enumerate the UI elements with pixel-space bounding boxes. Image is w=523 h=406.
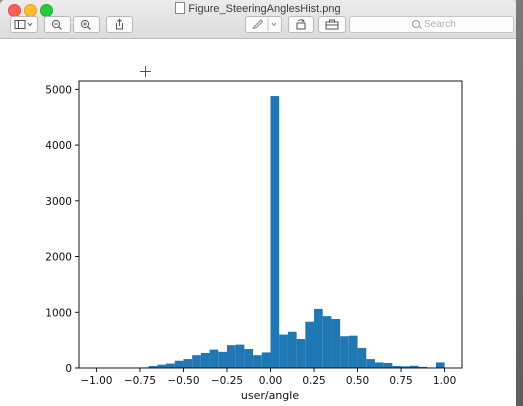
x-tick-label: −0.75 <box>124 375 156 387</box>
histogram-bar <box>340 336 349 368</box>
histogram-bar <box>392 366 402 368</box>
y-tick-label: 2000 <box>45 252 72 264</box>
markup-button[interactable] <box>245 16 282 33</box>
histogram-bar <box>409 365 419 368</box>
toolbox-button[interactable] <box>318 16 346 33</box>
x-tick-label: 0.00 <box>259 375 282 387</box>
histogram-bar <box>279 334 288 368</box>
histogram-bar <box>192 355 201 368</box>
histogram-bar <box>218 351 227 368</box>
share-button[interactable] <box>106 16 133 33</box>
histogram-bar <box>253 355 262 368</box>
desktop-background-right <box>516 0 523 406</box>
share-icon <box>116 18 123 30</box>
window-title-text: Figure_SteeringAnglesHist.png <box>188 3 341 15</box>
x-tick-label: −0.25 <box>211 375 243 387</box>
x-axis-label: user/angle <box>241 389 299 402</box>
search-input[interactable] <box>424 18 504 31</box>
crosshair-cursor-icon <box>140 66 151 77</box>
zoom-out-icon <box>51 19 62 30</box>
x-axis-ticks: −1.00 −0.75 −0.50 −0.25 0.00 0.25 0.50 0.75 1.00 <box>80 368 456 387</box>
histogram-bar <box>296 339 306 368</box>
histogram-bar <box>357 347 367 368</box>
sidebar-toggle-icon <box>14 20 33 29</box>
histogram-bar <box>226 345 236 368</box>
histogram-bar <box>366 359 375 368</box>
histogram-bar <box>331 318 341 368</box>
markup-pen-icon <box>252 18 277 31</box>
x-tick-label: 0.50 <box>346 375 369 387</box>
x-tick-label: 0.75 <box>389 375 412 387</box>
zoom-out-button[interactable] <box>44 16 71 33</box>
histogram-bar <box>435 362 445 368</box>
search-icon <box>412 20 420 28</box>
histogram-bar <box>244 349 254 368</box>
rotate-button[interactable] <box>288 16 314 33</box>
histogram-bar <box>401 366 410 368</box>
histogram-bar <box>305 321 315 368</box>
toolbox-icon <box>325 19 339 30</box>
y-tick-label: 5000 <box>45 84 72 96</box>
x-tick-label: 0.25 <box>302 375 325 387</box>
histogram-bar <box>374 362 384 368</box>
histogram-bar <box>235 344 245 368</box>
histogram-bar <box>270 96 280 369</box>
sidebar-toggle-button[interactable] <box>10 16 38 33</box>
image-canvas <box>14 39 502 406</box>
histogram-bar <box>314 308 323 368</box>
x-tick-label: −1.00 <box>80 375 112 387</box>
histogram-bar <box>157 364 167 368</box>
y-axis-ticks: 0 1000 2000 3000 4000 5000 <box>45 84 79 375</box>
histogram-bar <box>261 352 271 368</box>
document-icon <box>175 2 186 14</box>
y-tick-label: 1000 <box>45 307 72 319</box>
histogram-bar <box>166 363 175 368</box>
title-bar[interactable]: Figure_SteeringAnglesHist.png <box>0 0 516 39</box>
histogram-bar <box>148 366 158 368</box>
y-tick-label: 3000 <box>45 196 72 208</box>
zoom-in-icon <box>80 19 91 30</box>
search-field[interactable] <box>349 16 514 33</box>
histogram-bar <box>209 349 219 368</box>
histogram-bar <box>200 352 210 368</box>
histogram-bar <box>174 360 184 368</box>
x-tick-label: 1.00 <box>433 375 456 387</box>
y-tick-label: 4000 <box>45 140 72 152</box>
window-title: Figure_SteeringAnglesHist.png <box>0 2 516 15</box>
zoom-in-button[interactable] <box>73 16 100 33</box>
x-tick-label: −0.50 <box>167 375 199 387</box>
histogram-bar <box>322 316 332 368</box>
histogram-bar <box>418 366 428 368</box>
rotate-icon <box>296 19 306 30</box>
histogram-bars <box>96 96 445 369</box>
histogram-bar <box>348 335 358 368</box>
y-tick-label: 0 <box>65 363 72 375</box>
histogram-bar <box>287 331 297 368</box>
histogram-bar <box>383 362 393 368</box>
histogram-bar <box>183 359 193 368</box>
